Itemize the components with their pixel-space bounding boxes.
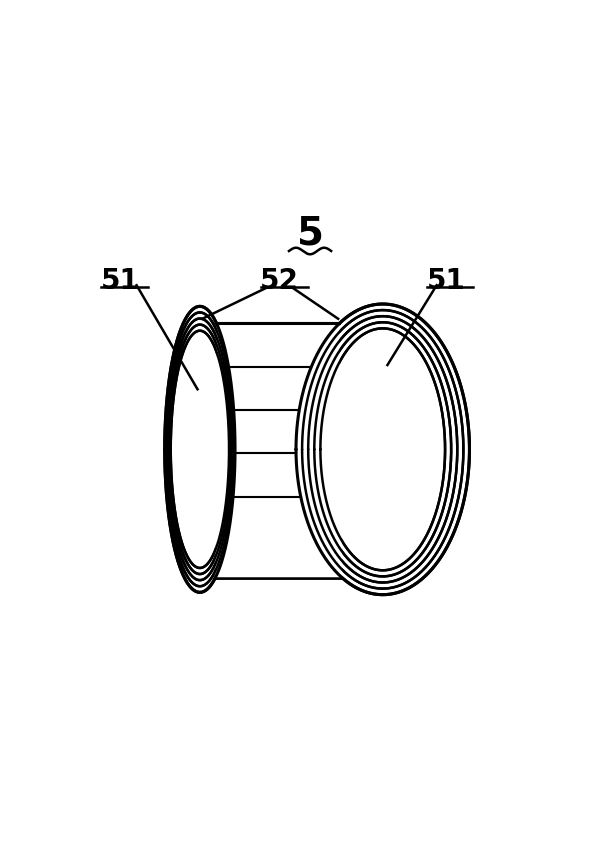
Text: 51: 51 xyxy=(101,266,140,294)
Text: 5: 5 xyxy=(296,215,324,253)
Text: 52: 52 xyxy=(260,266,299,294)
Text: 51: 51 xyxy=(427,266,465,294)
Polygon shape xyxy=(215,323,342,578)
